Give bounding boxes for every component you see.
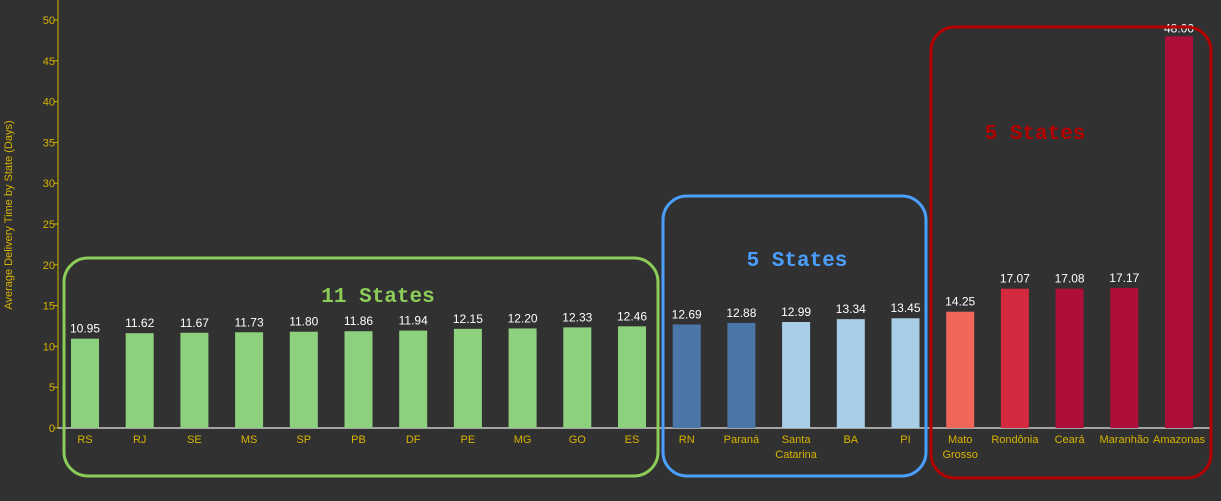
x-tick-label: Ceará — [1055, 434, 1086, 446]
bar — [289, 331, 318, 428]
group-annotation-label: 5 States — [985, 123, 1086, 146]
x-tick-label: Mato — [948, 434, 972, 446]
bar — [1000, 288, 1029, 428]
bar — [618, 326, 646, 428]
bar-value-label: 13.34 — [836, 302, 866, 316]
x-tick-label: PI — [900, 434, 910, 446]
bar — [344, 331, 373, 428]
bar — [1055, 288, 1084, 428]
x-tick-label: GO — [569, 434, 587, 446]
bar — [563, 327, 592, 428]
bar-value-label: 11.73 — [235, 315, 264, 329]
group-annotation-label: 5 States — [747, 250, 848, 273]
x-tick-label: MS — [241, 434, 258, 446]
x-tick-label: RS — [77, 434, 92, 446]
y-tick-label: 10 — [43, 341, 55, 353]
x-tick-label: ES — [625, 434, 640, 446]
bar — [782, 322, 811, 428]
bar-value-label: 12.46 — [617, 309, 647, 323]
bar-value-label: 12.69 — [672, 307, 702, 321]
group-annotation-label: 11 States — [321, 286, 434, 309]
bar — [727, 322, 756, 428]
bar — [891, 318, 920, 428]
bar — [508, 328, 537, 428]
x-tick-label: MG — [514, 434, 532, 446]
y-tick-label: 35 — [43, 137, 55, 149]
y-tick-label: 15 — [43, 301, 55, 313]
x-tick-label: Rondônia — [991, 434, 1039, 446]
y-axis-title: Average Delivery Time by State (Days) — [3, 120, 15, 309]
x-tick-label: Catarina — [775, 449, 817, 461]
y-tick-label: 30 — [43, 178, 55, 190]
bar-value-label: 10.95 — [70, 322, 100, 336]
y-tick-label: 20 — [43, 260, 55, 272]
bar — [125, 333, 154, 428]
bar — [1165, 36, 1193, 428]
x-tick-label: SE — [187, 434, 202, 446]
x-tick-label: RJ — [133, 434, 146, 446]
bar-value-label: 11.62 — [125, 316, 154, 330]
group-annotation-box — [661, 194, 928, 478]
bar — [399, 330, 428, 428]
bar-value-label: 11.67 — [180, 316, 209, 330]
bar-value-label: 11.86 — [344, 314, 373, 328]
group-annotation-box — [929, 25, 1213, 480]
y-tick-label: 40 — [43, 97, 55, 109]
x-tick-label: Amazonas — [1153, 434, 1205, 446]
bar-value-label: 11.94 — [399, 314, 428, 328]
x-tick-label: PE — [461, 434, 476, 446]
x-tick-label: Paraná — [724, 434, 760, 446]
bar-value-label: 12.20 — [508, 311, 538, 325]
bar-value-label: 17.07 — [1000, 272, 1030, 286]
x-tick-label: Santa — [782, 434, 812, 446]
bar — [836, 319, 865, 428]
bar — [453, 328, 482, 428]
bar-value-label: 17.08 — [1055, 272, 1085, 286]
group-annotation-box — [62, 256, 660, 478]
x-tick-label: DF — [406, 434, 421, 446]
bar — [672, 324, 701, 428]
bar-value-label: 13.45 — [890, 301, 920, 315]
bar-value-label: 12.15 — [453, 312, 483, 326]
y-tick-label: 5 — [49, 382, 55, 394]
x-tick-label: Maranhão — [1100, 434, 1150, 446]
bar — [71, 338, 99, 428]
y-tick-label: 0 — [49, 423, 55, 435]
bar-value-label: 17.17 — [1109, 271, 1139, 285]
bar — [1110, 287, 1139, 428]
x-tick-label: BA — [843, 434, 858, 446]
bar-value-label: 12.33 — [562, 310, 592, 324]
bar-value-label: 11.80 — [289, 315, 318, 329]
x-tick-label: SP — [296, 434, 311, 446]
y-tick-label: 25 — [43, 219, 55, 231]
y-tick-label: 45 — [43, 56, 55, 68]
x-tick-label: Grosso — [942, 449, 977, 461]
bar-value-label: 12.99 — [781, 305, 811, 319]
x-tick-label: PB — [351, 434, 366, 446]
bar-value-label: 14.25 — [945, 295, 975, 309]
bar — [235, 332, 264, 428]
bar — [180, 332, 209, 428]
bar-value-label: 12.88 — [726, 306, 756, 320]
bar — [946, 311, 975, 428]
y-tick-label: 50 — [43, 15, 55, 27]
x-tick-label: RN — [679, 434, 695, 446]
